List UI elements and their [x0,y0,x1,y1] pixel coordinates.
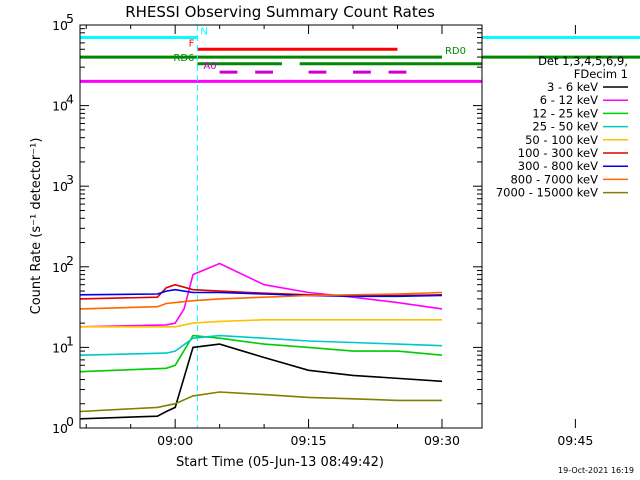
series-line-2 [79,334,443,373]
legend-label: 300 - 800 keV [518,159,598,173]
y-tick-label: 10 [52,179,68,194]
legend-label: 25 - 50 keV [532,120,598,134]
series-line-0 [79,343,443,420]
series-line-4 [80,318,442,328]
series-lines [79,262,443,420]
series-line-7 [79,291,443,310]
y-tick-label: 10 [52,18,68,33]
y-tick-label: 10 [52,260,68,275]
flag-label-rd0: RD0 [445,46,466,57]
legend-label: 12 - 25 keV [532,106,598,120]
flag-label-f: F [189,38,195,49]
legend-header-line-2: FDecim 1 [574,67,628,81]
footer-timestamp: 19-Oct-2021 16:19 [558,466,634,475]
legend-label: 6 - 12 keV [540,93,598,107]
y-tick-exponent: 2 [66,253,74,268]
flag-label-n: N [200,26,207,37]
legend-label: 50 - 100 keV [525,133,598,147]
plot-frame [79,24,483,429]
legend-header-line-1: Det 1,3,4,5,6,9, [538,54,628,68]
series-line-3 [79,334,443,356]
chart-title: RHESSI Observing Summary Count Rates [125,3,435,21]
series-line-1 [79,262,443,328]
series-line-8 [79,391,442,413]
y-axis-label: Count Rate (s⁻¹ detector⁻¹) [29,138,44,315]
x-tick-label: 09:45 [557,433,593,448]
series-line-5 [79,283,443,300]
plot-area: NFRD0RD6A0AO [79,24,640,429]
legend-label: 800 - 7000 keV [510,172,598,186]
y-tick-exponent: 4 [66,92,74,107]
y-tick-exponent: 1 [66,333,74,348]
x-tick-label: 09:15 [291,433,327,448]
flag-label-rd6: RD6 [173,53,194,64]
legend-label: 3 - 6 keV [547,80,598,94]
flag-bars: NFRD0RD6A0AO [80,26,640,83]
x-tick-label: 09:00 [157,433,193,448]
y-tick-label: 10 [52,99,68,114]
x-axis-label: Start Time (05-Jun-13 08:49:42) [176,455,384,470]
legend-label: 100 - 300 keV [518,146,598,160]
legend-label: 7000 - 15000 keV [496,186,598,200]
flag-label-a0: A0 [203,61,216,72]
x-tick-label: 09:30 [424,433,460,448]
y-tick-exponent: 3 [66,172,74,187]
y-tick-label: 10 [52,340,68,355]
y-tick-exponent: 0 [66,414,74,429]
y-tick-label: 10 [52,421,68,436]
series-line-6 [79,288,443,298]
vertical-markers [196,25,198,428]
y-tick-exponent: 5 [66,11,74,26]
